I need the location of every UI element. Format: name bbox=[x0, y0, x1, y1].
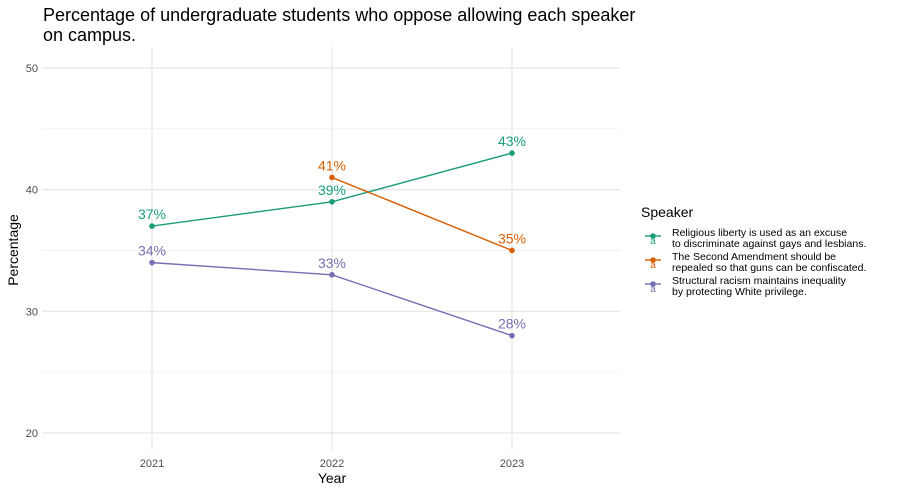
legend-key-glyph: a bbox=[650, 236, 656, 247]
legend-key: a bbox=[645, 257, 661, 271]
y-axis-label: Percentage bbox=[5, 214, 21, 286]
y-tick-label: 40 bbox=[26, 185, 38, 197]
data-labels: 37% 39% 43% 41% 35% 34% 33% 28% bbox=[138, 133, 526, 332]
data-point bbox=[509, 247, 515, 254]
data-point bbox=[149, 259, 155, 266]
data-label: 41% bbox=[318, 157, 346, 173]
data-label: 28% bbox=[498, 316, 526, 332]
legend-label: repealed so that guns can be confiscated… bbox=[672, 262, 866, 274]
data-point bbox=[149, 223, 155, 229]
legend-key: a bbox=[645, 281, 661, 295]
minor-gridlines bbox=[42, 128, 620, 373]
legend-label: The Second Amendment should be bbox=[672, 251, 836, 263]
y-tick-label: 50 bbox=[26, 63, 38, 75]
series-line bbox=[331, 176, 513, 252]
data-point bbox=[329, 271, 335, 278]
data-point bbox=[509, 332, 515, 339]
series-points bbox=[149, 150, 515, 339]
chart-title: Percentage of undergraduate students who… bbox=[43, 5, 635, 45]
legend-key-glyph: a bbox=[650, 260, 656, 271]
legend-key-glyph: a bbox=[650, 284, 656, 295]
x-tick-label: 2022 bbox=[320, 458, 344, 470]
x-tick-label: 2021 bbox=[140, 458, 164, 470]
data-point bbox=[509, 150, 515, 156]
data-label: 35% bbox=[498, 230, 526, 246]
y-axis-ticks: 20 30 40 50 bbox=[26, 63, 38, 440]
chart-title-line: on campus. bbox=[43, 25, 136, 45]
legend: Speaker a Religious liberty is used as an… bbox=[641, 204, 866, 298]
data-point bbox=[329, 198, 335, 205]
legend-key: a bbox=[645, 233, 661, 247]
legend-label: Religious liberty is used as an excuse bbox=[672, 227, 847, 239]
data-label: 39% bbox=[318, 182, 346, 198]
data-label: 33% bbox=[318, 255, 346, 271]
data-label: 43% bbox=[498, 133, 526, 149]
y-tick-label: 20 bbox=[26, 428, 38, 440]
data-label: 37% bbox=[138, 206, 166, 222]
chart-title-line: Percentage of undergraduate students who… bbox=[43, 5, 635, 25]
x-axis-ticks: 2021 2022 2023 bbox=[140, 458, 524, 470]
legend-label: by protecting White privilege. bbox=[672, 286, 807, 298]
legend-label: to discriminate against gays and lesbian… bbox=[672, 238, 866, 250]
x-axis-label: Year bbox=[318, 470, 347, 486]
y-tick-label: 30 bbox=[26, 306, 38, 318]
major-gridlines bbox=[42, 47, 620, 450]
data-label: 34% bbox=[138, 243, 166, 259]
x-tick-label: 2023 bbox=[500, 458, 524, 470]
legend-title: Speaker bbox=[641, 204, 693, 220]
data-point bbox=[329, 174, 335, 181]
legend-label: Structural racism maintains inequality bbox=[672, 275, 847, 287]
